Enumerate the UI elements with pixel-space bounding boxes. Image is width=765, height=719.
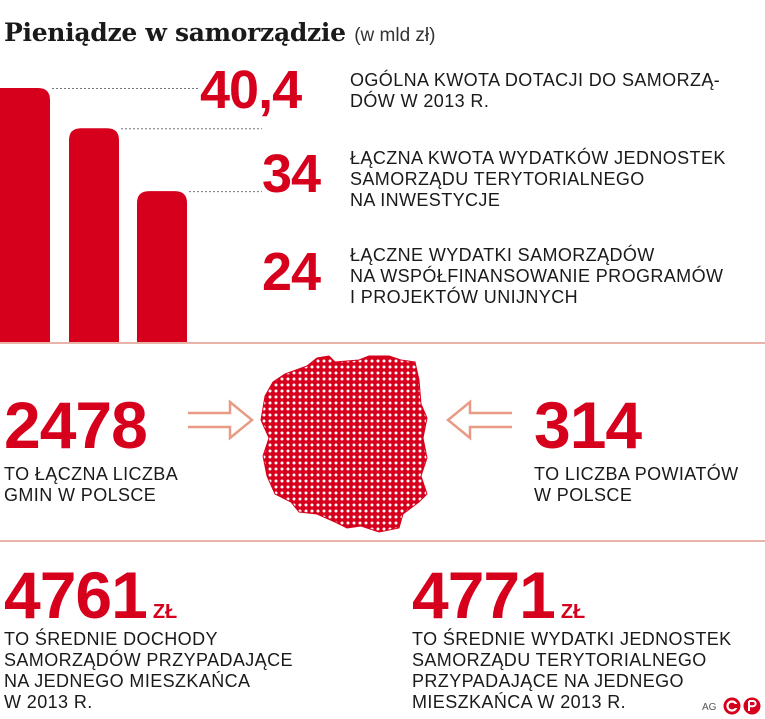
dochody-currency: ZŁ [152,601,178,623]
author-credit: AG [702,702,717,713]
desc-line: GMIN W POLSCE [4,485,157,505]
page-title: Pieniądze w samorządzie (w mld zł) [4,18,435,47]
stat-desc-dotacje: OGÓLNA KWOTA DOTACJI DO SAMORZĄ- DÓW W 2… [350,70,720,112]
desc-line: TO LICZBA POWIATÓW [534,464,739,484]
dochody-value: 4761 ZŁ [4,562,177,628]
desc-line: PRZYPADAJĄCE NA JEDNEGO [412,671,684,691]
poland-map-icon [260,355,428,533]
wydatki-value: 4771 ZŁ [412,562,585,628]
desc-line: SAMORZĄDÓW PRZYPADAJĄCE [4,650,293,670]
desc-line: TO ŚREDNIE DOCHODY [4,629,218,649]
wydatki-number: 4771 [412,558,556,632]
arrow-right-icon [188,399,254,441]
desc-line: TO ŁĄCZNA LICZBA [4,464,179,484]
cp-logo-icon [723,697,761,715]
bar-2 [137,191,187,342]
desc-line: MIESZKAŃCA W 2013 R. [412,692,627,712]
stat-desc-inwestycje: ŁĄCZNA KWOTA WYDATKÓW JEDNOSTEK SAMORZĄD… [350,148,726,211]
desc-line: I PROJEKTÓW UNIJNYCH [350,287,579,307]
desc-line: OGÓLNA KWOTA DOTACJI DO SAMORZĄ- [350,70,721,90]
wydatki-desc: TO ŚREDNIE WYDATKI JEDNOSTEK SAMORZĄDU T… [412,629,732,713]
desc-line: NA JEDNEGO MIESZKAŃCA [4,671,251,691]
gminy-value: 2478 [4,388,148,462]
divider-bottom [0,540,765,542]
divider-top [0,342,765,344]
stat-desc-unijne: ŁĄCZNE WYDATKI SAMORZĄDÓW NA WSPÓŁFINANS… [350,245,723,308]
desc-line: ŁĄCZNE WYDATKI SAMORZĄDÓW [350,245,655,265]
dochody-number: 4761 [4,558,148,632]
stat-value-dotacje: 40,4 [200,60,302,120]
desc-line: NA INWESTYCJE [350,190,501,210]
gminy-desc: TO ŁĄCZNA LICZBA GMIN W POLSCE [4,464,178,506]
arrow-left-icon [446,399,512,441]
bar-chart [0,88,262,342]
desc-line: SAMORZĄDU TERYTORIALNEGO [350,169,645,189]
powiaty-value: 314 [534,388,642,462]
desc-line: TO ŚREDNIE WYDATKI JEDNOSTEK [412,629,732,649]
wydatki-currency: ZŁ [560,601,586,623]
bar-0 [0,88,50,342]
desc-line: DÓW W 2013 R. [350,91,490,111]
stat-value-unijne: 24 [262,242,321,302]
desc-line: NA WSPÓŁFINANSOWANIE PROGRAMÓW [350,266,724,286]
dochody-desc: TO ŚREDNIE DOCHODY SAMORZĄDÓW PRZYPADAJĄ… [4,629,293,713]
desc-line: SAMORZĄDU TERYTORIALNEGO [412,650,707,670]
stat-value-inwestycje: 34 [262,144,321,204]
desc-line: ŁĄCZNA KWOTA WYDATKÓW JEDNOSTEK [350,148,726,168]
title-unit: (w mld zł) [354,25,436,46]
powiaty-desc: TO LICZBA POWIATÓW W POLSCE [534,464,739,506]
desc-line: W POLSCE [534,485,633,505]
desc-line: W 2013 R. [4,692,93,712]
bar-1 [69,128,119,342]
title-text: Pieniądze w samorządzie [4,18,346,47]
